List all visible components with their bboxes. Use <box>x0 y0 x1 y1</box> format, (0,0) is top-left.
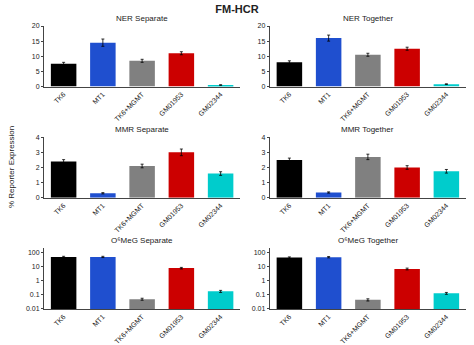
svg-text:1: 1 <box>36 179 40 186</box>
svg-text:TK6+MGMT: TK6+MGMT <box>339 313 372 345</box>
svg-text:GM02344: GM02344 <box>423 313 450 340</box>
svg-text:TK6: TK6 <box>279 313 293 327</box>
svg-text:TK6: TK6 <box>53 313 67 327</box>
svg-text:100: 100 <box>254 249 266 256</box>
svg-text:0: 0 <box>36 194 40 201</box>
svg-text:10: 10 <box>258 263 266 270</box>
svg-text:5: 5 <box>36 68 40 75</box>
svg-text:15: 15 <box>32 38 40 45</box>
svg-text:MT1: MT1 <box>91 313 106 328</box>
svg-text:TK6+MGMT: TK6+MGMT <box>113 201 146 234</box>
svg-text:TK6: TK6 <box>279 202 293 216</box>
svg-text:O⁶MeG Separate: O⁶MeG Separate <box>111 236 173 245</box>
svg-text:MT1: MT1 <box>91 202 106 217</box>
svg-text:10: 10 <box>32 53 40 60</box>
svg-text:GM01953: GM01953 <box>158 91 185 118</box>
svg-text:GM01953: GM01953 <box>384 91 411 118</box>
svg-text:NER Together: NER Together <box>343 14 393 23</box>
svg-text:TK6+MGMT: TK6+MGMT <box>113 313 146 345</box>
svg-text:GM01953: GM01953 <box>384 313 411 340</box>
svg-text:MT1: MT1 <box>317 202 332 217</box>
svg-text:GM02344: GM02344 <box>423 202 450 229</box>
svg-text:1: 1 <box>261 277 265 284</box>
svg-text:3: 3 <box>261 149 265 156</box>
svg-text:% Reporter Expression: % Reporter Expression <box>7 126 16 208</box>
svg-text:2: 2 <box>261 164 265 171</box>
svg-text:GM02344: GM02344 <box>197 91 224 118</box>
svg-text:1: 1 <box>36 277 40 284</box>
svg-text:4: 4 <box>261 134 265 141</box>
svg-text:0: 0 <box>261 194 265 201</box>
svg-text:2: 2 <box>36 164 40 171</box>
svg-text:0: 0 <box>36 83 40 90</box>
svg-text:MMR Together: MMR Together <box>341 125 394 134</box>
svg-text:4: 4 <box>36 134 40 141</box>
svg-text:0.01: 0.01 <box>252 305 266 312</box>
svg-text:MT1: MT1 <box>317 91 332 106</box>
svg-text:MMR Separate: MMR Separate <box>115 125 169 134</box>
svg-text:0.1: 0.1 <box>30 291 40 298</box>
svg-text:TK6+MGMT: TK6+MGMT <box>113 90 146 123</box>
svg-text:GM01953: GM01953 <box>384 202 411 229</box>
svg-text:GM01953: GM01953 <box>158 202 185 229</box>
svg-text:MT1: MT1 <box>317 313 332 328</box>
svg-text:GM02344: GM02344 <box>197 202 224 229</box>
svg-text:O⁶MeG Together: O⁶MeG Together <box>338 236 398 245</box>
svg-text:3: 3 <box>36 149 40 156</box>
svg-text:15: 15 <box>258 38 266 45</box>
svg-text:100: 100 <box>28 249 40 256</box>
svg-text:GM02344: GM02344 <box>423 91 450 118</box>
svg-text:0: 0 <box>261 83 265 90</box>
svg-text:20: 20 <box>32 22 40 29</box>
svg-text:10: 10 <box>32 263 40 270</box>
svg-text:TK6: TK6 <box>53 202 67 216</box>
svg-text:20: 20 <box>258 22 266 29</box>
svg-text:0.1: 0.1 <box>256 291 266 298</box>
svg-text:TK6: TK6 <box>53 91 67 105</box>
svg-text:10: 10 <box>258 53 266 60</box>
svg-text:FM-HCR: FM-HCR <box>215 3 258 15</box>
svg-text:GM02344: GM02344 <box>197 313 224 340</box>
svg-text:5: 5 <box>261 68 265 75</box>
svg-text:GM01953: GM01953 <box>158 313 185 340</box>
svg-text:NER Separate: NER Separate <box>116 14 168 23</box>
svg-text:TK6+MGMT: TK6+MGMT <box>339 90 372 123</box>
svg-text:TK6+MGMT: TK6+MGMT <box>339 201 372 234</box>
svg-text:TK6: TK6 <box>279 91 293 105</box>
svg-text:0.01: 0.01 <box>26 305 40 312</box>
svg-text:MT1: MT1 <box>91 91 106 106</box>
svg-text:1: 1 <box>261 179 265 186</box>
